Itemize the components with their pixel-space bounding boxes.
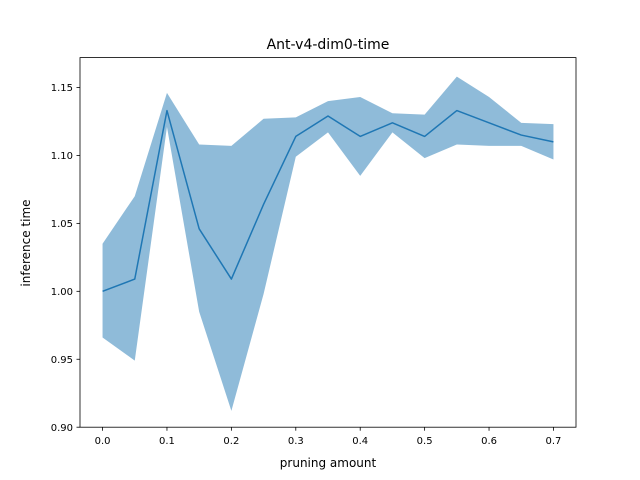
series-0-point [165, 109, 168, 112]
y-axis-label: inference time [19, 199, 33, 286]
x-tick-label: 0.4 [352, 436, 368, 447]
y-tick-label: 1.15 [51, 83, 73, 94]
x-tick-label: 0.3 [288, 436, 304, 447]
x-tick-label: 0.6 [481, 436, 497, 447]
y-tick-label: 0.90 [51, 423, 73, 434]
series-0-line [102, 109, 554, 293]
series-0-point [327, 115, 330, 118]
series-0-point [359, 135, 362, 138]
x-tick-label: 0.5 [417, 436, 433, 447]
series-0-point [391, 121, 394, 124]
series-0-point [294, 135, 297, 138]
series-0-point [488, 121, 491, 124]
series-0-point [133, 278, 136, 281]
y-tick-label: 1.10 [51, 151, 73, 162]
x-tick-label: 0.0 [95, 436, 111, 447]
plot-frame [79, 57, 577, 428]
y-axis: 0.90 0.95 1.00 1.05 1.10 1.15 [51, 83, 80, 434]
series-0-point [101, 290, 104, 293]
series-0-point [262, 203, 265, 206]
x-tick-label: 0.7 [546, 436, 562, 447]
x-tick-label: 0.1 [159, 436, 175, 447]
x-axis-label: pruning amount [280, 456, 377, 470]
x-axis: 0.0 0.1 0.2 0.3 0.4 0.5 0.6 0.7 [95, 427, 562, 447]
series-0-point [230, 278, 233, 281]
series-0-point [455, 109, 458, 112]
series-0-point [520, 134, 523, 137]
chart-title: Ant-v4-dim0-time [267, 37, 390, 53]
y-tick-label: 1.05 [51, 219, 73, 230]
series-0-point [552, 140, 555, 143]
series-0-point [198, 227, 201, 230]
y-tick-label: 1.00 [51, 287, 73, 298]
series-0-band [102, 76, 554, 411]
series-0-point [423, 135, 426, 138]
y-tick-label: 0.95 [51, 355, 73, 366]
x-tick-label: 0.2 [223, 436, 239, 447]
plot-area [101, 76, 555, 411]
